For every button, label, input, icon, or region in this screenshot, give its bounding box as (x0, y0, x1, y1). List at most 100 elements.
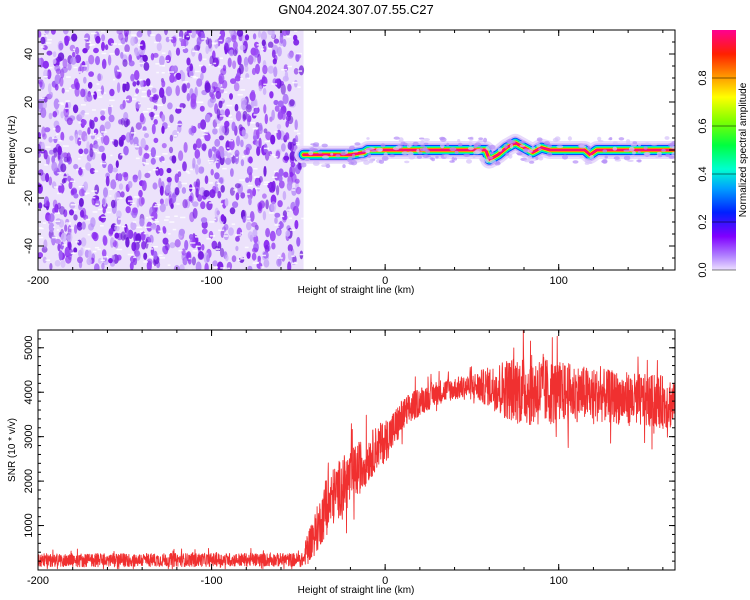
noise-speckle (180, 216, 186, 219)
noise-blob (270, 201, 277, 213)
noise-blob (214, 39, 219, 49)
noise-blob (293, 79, 298, 88)
noise-speckle (106, 211, 112, 214)
ridge-halo (378, 159, 385, 164)
noise-speckle (59, 184, 62, 186)
ridge-halo (425, 150, 431, 154)
noise-blob (254, 107, 259, 114)
noise-blob (297, 161, 302, 170)
noise-blob (242, 216, 246, 223)
noise-speckle (65, 100, 70, 102)
noise-speckle (137, 87, 142, 90)
noise-speckle (164, 219, 169, 221)
noise-blob (40, 107, 47, 119)
noise-blob (155, 33, 162, 43)
noise-speckle (45, 42, 52, 44)
spectrogram-ytick-label: 20 (23, 96, 35, 108)
noise-blob (38, 132, 41, 139)
noise-blob (54, 260, 61, 267)
noise-blob (246, 251, 251, 259)
noise-blob (211, 81, 218, 90)
noise-blob (73, 214, 78, 221)
noise-blob (227, 57, 232, 68)
noise-speckle (220, 203, 224, 205)
noise-speckle (56, 133, 59, 136)
noise-speckle (177, 131, 179, 134)
noise-blob (274, 105, 280, 112)
noise-speckle (242, 155, 246, 158)
noise-speckle (219, 57, 223, 59)
noise-blob (258, 200, 266, 209)
ridge-halo (420, 144, 425, 148)
noise-blob (42, 60, 49, 69)
noise-blob (78, 111, 85, 118)
noise-blob (142, 54, 148, 63)
noise-blob (178, 150, 184, 161)
snr-ytick-label: 3000 (23, 424, 35, 448)
noise-blob (258, 137, 262, 149)
noise-blob (289, 171, 294, 178)
noise-blob (153, 52, 159, 58)
noise-blob (114, 225, 120, 232)
ridge-halo (528, 160, 535, 164)
noise-speckle (65, 90, 69, 92)
noise-blob (139, 56, 144, 68)
noise-blob (212, 260, 218, 267)
noise-blob (86, 94, 93, 102)
noise-blob (120, 51, 124, 59)
noise-blob (238, 63, 244, 75)
noise-speckle (256, 44, 260, 46)
noise-blob (138, 189, 143, 198)
noise-blob (89, 167, 95, 175)
noise-blob (109, 88, 115, 97)
noise-speckle (168, 71, 174, 73)
ridge-halo (423, 142, 429, 145)
noise-blob (263, 104, 267, 114)
noise-blob (247, 231, 253, 240)
noise-speckle (162, 153, 168, 155)
noise-speckle (244, 246, 249, 249)
noise-blob (101, 58, 107, 70)
noise-blob (38, 57, 42, 67)
noise-blob (123, 111, 129, 122)
noise-speckle (97, 89, 102, 91)
noise-blob (51, 155, 56, 164)
noise-blob (64, 224, 68, 232)
noise-speckle (73, 209, 77, 211)
ridge-halo (416, 148, 420, 153)
noise-blob (166, 167, 172, 174)
noise-blob (251, 222, 258, 228)
noise-blob (131, 241, 137, 252)
noise-blob (265, 131, 272, 141)
noise-blob (101, 262, 105, 270)
noise-speckle (201, 129, 206, 132)
noise-blob (251, 252, 257, 261)
spectrogram-ylabel: Frequency (Hz) (7, 116, 18, 185)
noise-blob (104, 44, 109, 51)
noise-blob (130, 222, 137, 231)
noise-speckle (182, 81, 189, 83)
ridge-halo (485, 158, 489, 163)
noise-speckle (62, 145, 69, 147)
noise-speckle (209, 235, 216, 237)
noise-blob (71, 33, 78, 42)
ridge-halo (524, 159, 530, 163)
ridge-halo (625, 139, 631, 144)
noise-speckle (91, 32, 97, 35)
ridge-halo (665, 153, 671, 157)
ridge-halo (664, 136, 670, 140)
noise-speckle (148, 171, 152, 173)
noise-blob (66, 234, 71, 242)
noise-speckle (263, 147, 269, 150)
noise-speckle (101, 52, 107, 55)
noise-blob (114, 65, 120, 76)
noise-blob (88, 223, 94, 231)
noise-speckle (92, 250, 97, 253)
noise-blob (81, 221, 86, 230)
noise-blob (167, 102, 173, 110)
ridge-halo (668, 155, 675, 159)
noise-blob (231, 255, 237, 263)
noise-speckle (154, 221, 159, 223)
noise-speckle (296, 52, 302, 55)
noise-blob (159, 198, 164, 205)
